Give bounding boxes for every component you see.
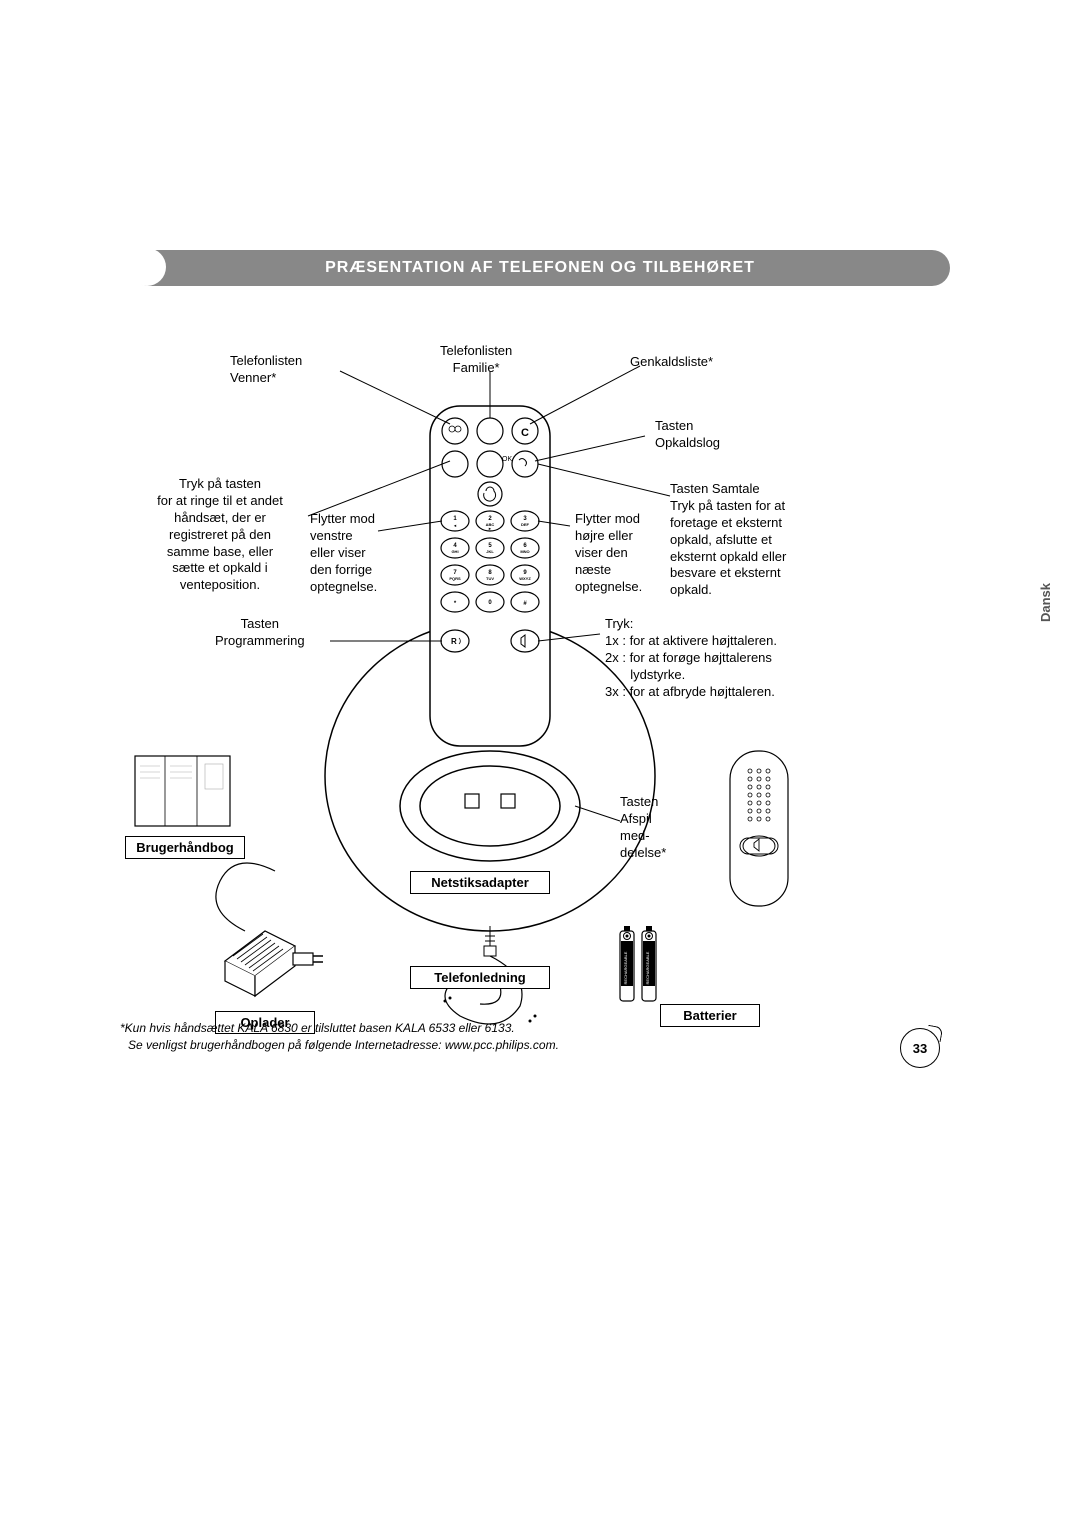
box-batterier: Batterier [660, 1004, 760, 1027]
section-header: PRÆSENTATION AF TELEFONEN OG TILBEHØRET [130, 250, 950, 286]
label-familie: TelefonlistenFamilie* [440, 343, 512, 377]
svg-text:PQRS: PQRS [449, 576, 461, 581]
svg-text:RECHARGEABLE: RECHARGEABLE [623, 951, 628, 984]
svg-text:RECHARGEABLE: RECHARGEABLE [645, 951, 650, 984]
box-brugerhandbog: Brugerhåndbog [125, 836, 245, 859]
label-afspil: TastenAfspilmed-delelse* [620, 794, 666, 862]
language-tab: Dansk [1038, 583, 1053, 622]
svg-text:R: R [451, 637, 457, 646]
svg-text:OK: OK [502, 456, 512, 463]
svg-text:JKL: JKL [486, 549, 494, 554]
label-programmering: TastenProgrammering [215, 616, 305, 650]
phone-diagram: C OK 123 ABCDEF 456 [130, 316, 950, 1036]
svg-text:◄: ◄ [453, 523, 457, 528]
section-title: PRÆSENTATION AF TELEFONEN OG TILBEHØRET [325, 259, 755, 277]
label-left-nav: Flytter modvenstreeller viserden forrige… [310, 511, 377, 595]
page-number-text: 33 [913, 1041, 927, 1056]
box-telefonledning: Telefonledning [410, 966, 550, 989]
svg-text:MNO: MNO [520, 549, 529, 554]
svg-text:TUV: TUV [486, 576, 494, 581]
svg-text:DEF: DEF [521, 522, 530, 527]
label-intercom: Tryk på tastenfor at ringe til et andeth… [130, 476, 310, 594]
svg-text:►: ► [488, 526, 492, 531]
page-number: 33 [900, 1028, 940, 1068]
label-speaker: Tryk:1x : for at aktivere højttaleren.2x… [605, 616, 855, 700]
label-genkaldsliste: Genkaldsliste* [630, 354, 713, 371]
box-netstiksadapter: Netstiksadapter [410, 871, 550, 894]
footnote-2: Se venligst brugerhåndbogen på følgende … [128, 1037, 559, 1054]
label-right-nav: Flytter modhøjre ellerviser dennæsteopte… [575, 511, 642, 595]
label-opkaldslog: TastenOpkaldslog [655, 418, 720, 452]
footnote-1: *Kun hvis håndsættet KALA 6830 er tilslu… [120, 1020, 515, 1037]
svg-text:C: C [521, 427, 529, 439]
svg-text:GHI: GHI [451, 549, 458, 554]
label-samtale: Tasten SamtaleTryk på tasten for atforet… [670, 481, 850, 599]
label-venner: TelefonlistenVenner* [230, 353, 302, 387]
svg-text:WXYZ: WXYZ [519, 576, 531, 581]
